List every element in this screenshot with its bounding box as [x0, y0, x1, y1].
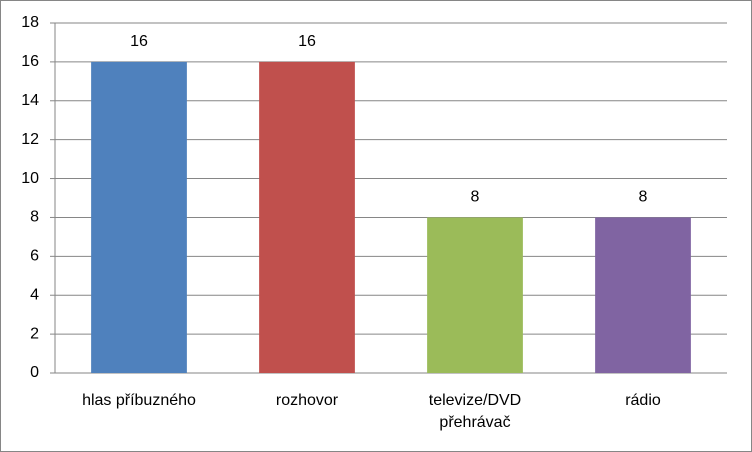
bar	[427, 217, 523, 373]
y-tick-label: 12	[21, 131, 39, 148]
data-label: 16	[130, 33, 148, 50]
data-label: 8	[471, 189, 480, 206]
x-tick-label: televize/DVD přehrávač	[428, 392, 522, 431]
y-tick-label: 10	[21, 170, 39, 187]
bar	[91, 61, 187, 374]
y-tick-label: 0	[30, 364, 39, 381]
y-tick-label: 4	[30, 286, 39, 303]
y-tick-label: 8	[30, 209, 39, 226]
x-tick-label: hlas příbuzného	[82, 392, 196, 409]
data-label: 16	[298, 33, 316, 50]
y-tick-label: 18	[21, 14, 39, 31]
data-label: 8	[639, 189, 648, 206]
bar	[595, 217, 691, 373]
y-tick-label: 14	[21, 92, 39, 109]
y-tick-label: 2	[30, 325, 39, 342]
x-tick-label: rozhovor	[275, 392, 339, 409]
bar	[259, 61, 355, 374]
y-tick-label: 6	[30, 248, 39, 265]
y-tick-label: 16	[21, 53, 39, 70]
x-tick-label: rádio	[625, 392, 661, 409]
